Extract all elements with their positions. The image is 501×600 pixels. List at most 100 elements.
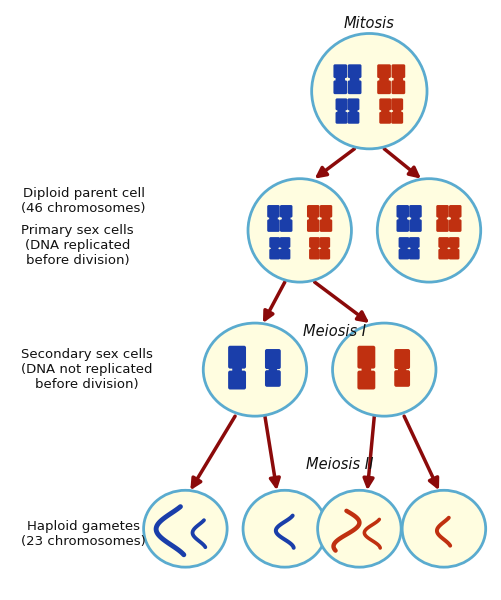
FancyBboxPatch shape (336, 76, 345, 83)
FancyBboxPatch shape (357, 346, 375, 368)
FancyBboxPatch shape (334, 80, 347, 94)
Text: Meiosis I: Meiosis I (303, 325, 366, 340)
FancyBboxPatch shape (228, 346, 246, 368)
FancyBboxPatch shape (348, 98, 359, 110)
Ellipse shape (248, 179, 351, 282)
FancyBboxPatch shape (267, 205, 280, 218)
Text: Haploid gametes
(23 chromosomes): Haploid gametes (23 chromosomes) (21, 520, 146, 548)
FancyBboxPatch shape (269, 215, 278, 222)
FancyBboxPatch shape (265, 349, 281, 369)
FancyBboxPatch shape (391, 98, 403, 110)
FancyBboxPatch shape (394, 76, 403, 83)
FancyBboxPatch shape (440, 245, 447, 251)
Ellipse shape (312, 34, 427, 149)
FancyBboxPatch shape (307, 220, 320, 232)
FancyBboxPatch shape (393, 108, 401, 114)
FancyBboxPatch shape (348, 80, 362, 94)
FancyBboxPatch shape (436, 220, 449, 232)
FancyBboxPatch shape (336, 112, 348, 124)
FancyBboxPatch shape (337, 108, 346, 114)
Text: Primary sex cells
(DNA replicated
before division): Primary sex cells (DNA replicated before… (21, 224, 134, 267)
FancyBboxPatch shape (320, 220, 332, 232)
FancyBboxPatch shape (281, 245, 289, 251)
FancyBboxPatch shape (451, 215, 459, 222)
Ellipse shape (377, 179, 481, 282)
FancyBboxPatch shape (411, 245, 418, 251)
FancyBboxPatch shape (398, 366, 406, 373)
FancyBboxPatch shape (232, 365, 242, 374)
FancyBboxPatch shape (379, 112, 391, 124)
FancyBboxPatch shape (269, 366, 277, 373)
FancyBboxPatch shape (391, 80, 405, 94)
FancyBboxPatch shape (394, 370, 410, 387)
Ellipse shape (243, 490, 327, 567)
FancyBboxPatch shape (357, 371, 375, 389)
FancyBboxPatch shape (280, 220, 293, 232)
FancyBboxPatch shape (320, 237, 330, 248)
FancyBboxPatch shape (336, 98, 348, 110)
FancyBboxPatch shape (449, 205, 461, 218)
Text: Meiosis II: Meiosis II (306, 457, 373, 472)
FancyBboxPatch shape (321, 245, 329, 251)
FancyBboxPatch shape (398, 215, 407, 222)
FancyBboxPatch shape (391, 112, 403, 124)
FancyBboxPatch shape (348, 64, 362, 78)
FancyBboxPatch shape (379, 76, 389, 83)
Ellipse shape (144, 490, 227, 567)
FancyBboxPatch shape (377, 80, 391, 94)
Ellipse shape (203, 323, 307, 416)
Text: Diploid parent cell
(46 chromosomes): Diploid parent cell (46 chromosomes) (21, 187, 146, 215)
FancyBboxPatch shape (271, 245, 279, 251)
FancyBboxPatch shape (449, 220, 461, 232)
FancyBboxPatch shape (438, 249, 449, 259)
FancyBboxPatch shape (438, 215, 447, 222)
FancyBboxPatch shape (379, 98, 391, 110)
FancyBboxPatch shape (399, 237, 409, 248)
FancyBboxPatch shape (228, 371, 246, 389)
FancyBboxPatch shape (309, 237, 320, 248)
FancyBboxPatch shape (334, 64, 347, 78)
FancyBboxPatch shape (450, 245, 458, 251)
FancyBboxPatch shape (391, 64, 405, 78)
FancyBboxPatch shape (381, 108, 389, 114)
Text: Secondary sex cells
(DNA not replicated
before division): Secondary sex cells (DNA not replicated … (21, 348, 153, 391)
FancyBboxPatch shape (409, 205, 422, 218)
FancyBboxPatch shape (409, 220, 422, 232)
FancyBboxPatch shape (280, 237, 291, 248)
FancyBboxPatch shape (411, 215, 420, 222)
FancyBboxPatch shape (449, 237, 459, 248)
FancyBboxPatch shape (307, 205, 320, 218)
FancyBboxPatch shape (396, 220, 409, 232)
FancyBboxPatch shape (309, 215, 318, 222)
FancyBboxPatch shape (267, 220, 280, 232)
FancyBboxPatch shape (270, 237, 280, 248)
FancyBboxPatch shape (409, 237, 420, 248)
Text: Mitosis: Mitosis (344, 16, 395, 31)
FancyBboxPatch shape (280, 249, 291, 259)
FancyBboxPatch shape (399, 249, 409, 259)
FancyBboxPatch shape (436, 205, 449, 218)
FancyBboxPatch shape (270, 249, 280, 259)
FancyBboxPatch shape (280, 205, 293, 218)
FancyBboxPatch shape (320, 249, 330, 259)
FancyBboxPatch shape (362, 365, 371, 374)
FancyBboxPatch shape (282, 215, 291, 222)
FancyBboxPatch shape (377, 64, 391, 78)
FancyBboxPatch shape (438, 237, 449, 248)
FancyBboxPatch shape (350, 76, 359, 83)
FancyBboxPatch shape (320, 205, 332, 218)
FancyBboxPatch shape (400, 245, 408, 251)
FancyBboxPatch shape (265, 370, 281, 387)
Ellipse shape (318, 490, 401, 567)
FancyBboxPatch shape (449, 249, 459, 259)
FancyBboxPatch shape (311, 245, 318, 251)
FancyBboxPatch shape (309, 249, 320, 259)
FancyBboxPatch shape (348, 112, 359, 124)
FancyBboxPatch shape (396, 205, 409, 218)
Ellipse shape (402, 490, 485, 567)
FancyBboxPatch shape (322, 215, 330, 222)
Ellipse shape (333, 323, 436, 416)
FancyBboxPatch shape (409, 249, 420, 259)
FancyBboxPatch shape (349, 108, 358, 114)
FancyBboxPatch shape (394, 349, 410, 369)
